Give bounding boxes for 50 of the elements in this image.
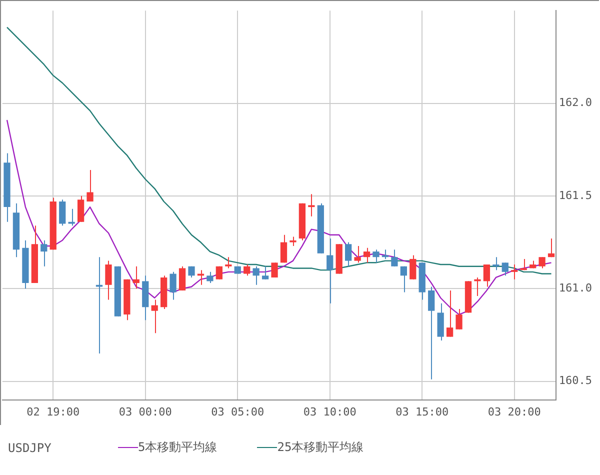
y-tick-label: 162.0 [558,96,592,110]
y-tick-label: 160.5 [558,374,592,388]
candlestick [548,238,555,258]
candlestick [446,290,454,338]
candlestick [483,264,490,288]
x-tick-label: 02 19:00 [26,405,80,418]
candlestick [216,266,222,280]
candlestick [456,308,462,330]
candlestick [105,260,112,300]
candlestick [178,266,186,291]
candlestick [492,256,500,271]
candlestick [262,266,269,280]
candlestick [428,286,435,380]
candlestick [77,195,84,222]
x-tick-label: 03 10:00 [303,405,356,418]
x-tick-label: 03 05:00 [211,405,264,418]
candlestick [308,194,315,217]
candlestick [225,256,232,269]
candlestick [538,256,546,269]
text: USDJPY [8,440,52,454]
legend-label: 5本移動平均線 [138,439,218,456]
legend-label: 25本移動平均線 [277,439,364,456]
candlestick [59,199,66,226]
candlestick [252,266,260,286]
candlestick [40,240,48,267]
candlestick [326,238,334,304]
candlestick [502,262,508,276]
candlestick [271,262,278,278]
candlestick [280,234,288,264]
candlestick [244,264,250,276]
candlestick [363,247,370,264]
y-tick-label: 161.0 [558,281,592,294]
candlestick [290,236,296,246]
candlestick [354,245,361,264]
candlestick [382,249,389,260]
y-tick-label: 161.5 [558,188,592,202]
candlestick [206,271,214,284]
candlestick [86,169,94,202]
x-tick-label: 03 15:00 [396,405,449,418]
candlestick [410,254,416,280]
x-tick-label: 03 20:00 [488,405,541,418]
candlestick [345,242,352,267]
candlestick [151,299,158,334]
candlestick [391,249,398,267]
candlestick [400,266,407,293]
candlestick [170,271,176,300]
candlestick [511,264,518,280]
x-tick-label: 03 00:00 [118,405,172,418]
candlestick [372,249,380,264]
candlestick [132,266,140,290]
